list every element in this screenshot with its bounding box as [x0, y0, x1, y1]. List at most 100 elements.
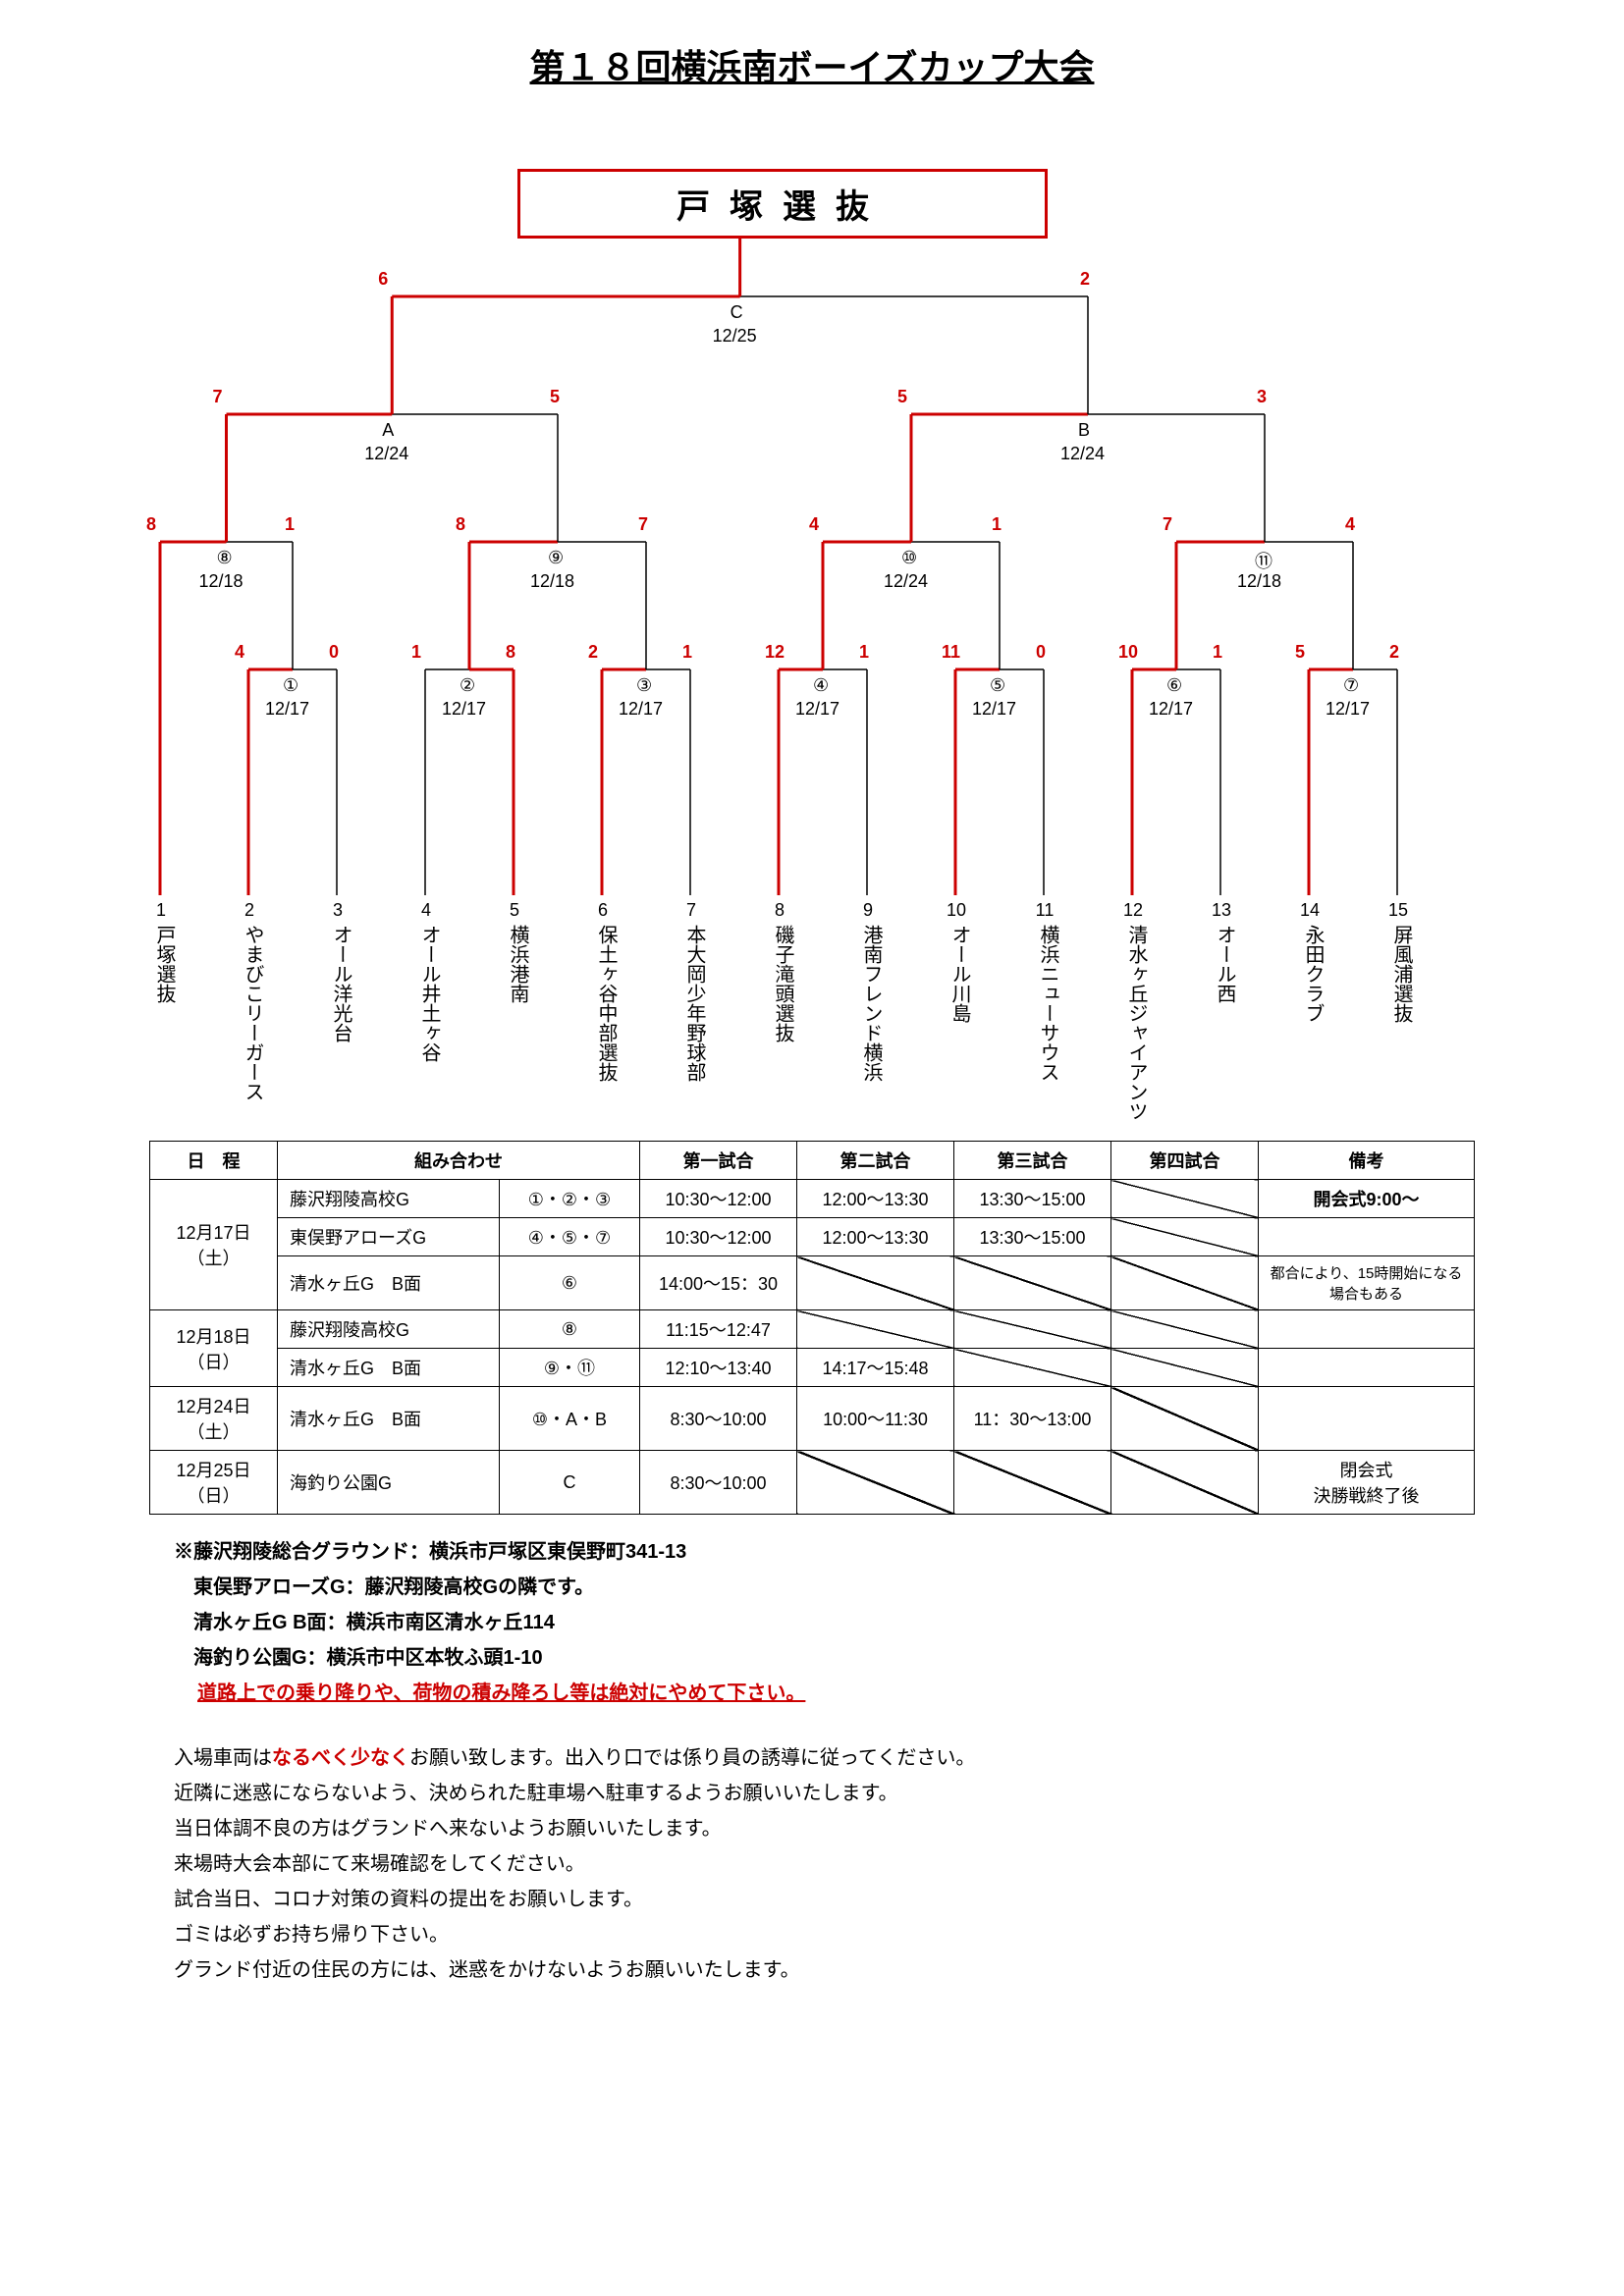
match-date: 12/17 [795, 699, 839, 720]
table-header: 備考 [1259, 1142, 1475, 1180]
team-name: 保土ヶ谷中部選抜 [592, 925, 621, 1200]
team-name: オール西 [1211, 925, 1239, 1200]
score: 10 [1118, 642, 1138, 663]
team-name: オール洋光台 [327, 925, 355, 1200]
match-date: 12/17 [619, 699, 663, 720]
rule-line: 当日体調不良の方はグランドへ来ないようお願いいたします。 [174, 1811, 1450, 1846]
team-number: 11 [1030, 900, 1059, 921]
winner-box: 戸塚選抜 [517, 169, 1048, 239]
team-number: 9 [853, 900, 883, 921]
rules-notes: 入場車両はなるべく少なくお願い致します。出入り口では係り員の誘導に従ってください… [174, 1740, 1450, 1988]
warning: 道路上での乗り降りや、荷物の積み降ろし等は絶対にやめて下さい。 [197, 1676, 1450, 1711]
team-name: 永田クラブ [1299, 925, 1327, 1200]
team-name: 横浜ニューサウス [1034, 925, 1062, 1200]
page-title: 第１８回横浜南ボーイズカップ大会 [79, 39, 1545, 90]
rule-line: 試合当日、コロナ対策の資料の提出をお願いします。 [174, 1882, 1450, 1917]
score: 5 [1295, 642, 1305, 663]
venue-note: 清水ヶ丘G B面：横浜市南区清水ヶ丘114 [174, 1605, 1450, 1640]
team-number: 2 [235, 900, 264, 921]
table-header: 第三試合 [954, 1142, 1111, 1180]
team-number: 3 [323, 900, 352, 921]
match-label: ⑦ [1343, 675, 1359, 696]
score: 1 [682, 642, 692, 663]
rule-line: グランド付近の住民の方には、迷惑をかけないようお願いいたします。 [174, 1952, 1450, 1988]
team-name: 港南フレンド横浜 [857, 925, 886, 1200]
match-date: 12/25 [713, 326, 757, 347]
team-name: オール川島 [946, 925, 974, 1200]
score: 1 [992, 514, 1001, 535]
match-date: 12/18 [199, 571, 244, 592]
venue-note: 東俣野アローズG：藤沢翔陵高校Gの隣です。 [174, 1570, 1450, 1605]
score: 7 [213, 387, 223, 407]
team-number: 4 [411, 900, 441, 921]
score: 1 [285, 514, 295, 535]
team-number: 8 [765, 900, 794, 921]
match-label: A [382, 420, 394, 441]
team-number: 5 [500, 900, 529, 921]
table-row: 12月24日 （土）清水ヶ丘G B面⑩・A・B8:30～10:0010:00～1… [150, 1387, 1475, 1451]
match-label: ④ [813, 675, 829, 696]
team-number: 10 [942, 900, 971, 921]
score: 8 [146, 514, 156, 535]
team-name: やまびこリーガース [239, 925, 267, 1200]
score: 0 [1036, 642, 1046, 663]
table-row: 清水ヶ丘G B面⑨・⑪12:10～13:4014:17～15:48 [150, 1349, 1475, 1387]
score: 5 [897, 387, 907, 407]
match-date: 12/18 [1237, 571, 1281, 592]
team-name: オール井土ヶ谷 [415, 925, 444, 1200]
team-name: 屏風浦選抜 [1387, 925, 1416, 1200]
score: 2 [588, 642, 598, 663]
team-name: 清水ヶ丘ジャイアンツ [1122, 925, 1151, 1200]
team-number: 15 [1383, 900, 1413, 921]
score: 4 [1345, 514, 1355, 535]
team-number: 1 [146, 900, 176, 921]
venue-notes: ※藤沢翔陵総合グラウンド：横浜市戸塚区東俣野町341-13 東俣野アローズG：藤… [174, 1534, 1450, 1711]
match-date: 12/17 [265, 699, 309, 720]
match-date: 12/24 [364, 444, 408, 464]
table-row: 12月25日 （日）海釣り公園GC8:30～10:00閉会式 決勝戦終了後 [150, 1451, 1475, 1515]
score: 4 [235, 642, 244, 663]
score: 11 [942, 642, 960, 663]
score: 5 [550, 387, 560, 407]
team-name: 磯子滝頭選抜 [769, 925, 797, 1200]
score: 1 [411, 642, 421, 663]
rule-line: ゴミは必ずお持ち帰り下さい。 [174, 1917, 1450, 1952]
match-label: B [1078, 420, 1090, 441]
match-label: ⑥ [1166, 675, 1182, 696]
match-label: ⑩ [901, 548, 917, 568]
table-row: 12月18日 （日）藤沢翔陵高校G⑧11:15～12:47 [150, 1310, 1475, 1349]
rule-line: 来場時大会本部にて来場確認をしてください。 [174, 1846, 1450, 1882]
venue-note: 海釣り公園G：横浜市中区本牧ふ頭1-10 [174, 1640, 1450, 1676]
match-date: 12/17 [972, 699, 1016, 720]
match-label: ③ [636, 675, 652, 696]
table-row: 東俣野アローズG④・⑤・⑦10:30～12:0012:00～13:3013:30… [150, 1218, 1475, 1256]
score: 3 [1257, 387, 1267, 407]
score: 8 [456, 514, 465, 535]
score: 4 [809, 514, 819, 535]
score: 6 [378, 269, 388, 290]
team-number: 6 [588, 900, 618, 921]
score: 1 [859, 642, 869, 663]
match-label: ⑪ [1255, 548, 1272, 573]
score: 1 [1213, 642, 1222, 663]
match-date: 12/18 [530, 571, 574, 592]
team-number: 12 [1118, 900, 1148, 921]
score: 0 [329, 642, 339, 663]
venue-note: ※藤沢翔陵総合グラウンド：横浜市戸塚区東俣野町341-13 [174, 1534, 1450, 1570]
rule-line: 入場車両はなるべく少なくお願い致します。出入り口では係り員の誘導に従ってください… [174, 1740, 1450, 1776]
rule-line: 近隣に迷惑にならないよう、決められた駐車場へ駐車するようお願いいたします。 [174, 1776, 1450, 1811]
table-row: 清水ヶ丘G B面⑥14:00～15：30都合により、15時開始になる場合もある [150, 1256, 1475, 1310]
score: 7 [1163, 514, 1172, 535]
match-label: ① [283, 675, 298, 696]
team-number: 13 [1207, 900, 1236, 921]
score: 2 [1389, 642, 1399, 663]
match-label: C [731, 302, 743, 323]
team-number: 14 [1295, 900, 1325, 921]
team-number: 7 [677, 900, 706, 921]
score: 12 [765, 642, 785, 663]
match-label: ⑤ [990, 675, 1005, 696]
match-date: 12/24 [884, 571, 928, 592]
team-name: 戸塚選抜 [150, 925, 179, 1200]
score: 8 [506, 642, 515, 663]
match-date: 12/17 [1149, 699, 1193, 720]
